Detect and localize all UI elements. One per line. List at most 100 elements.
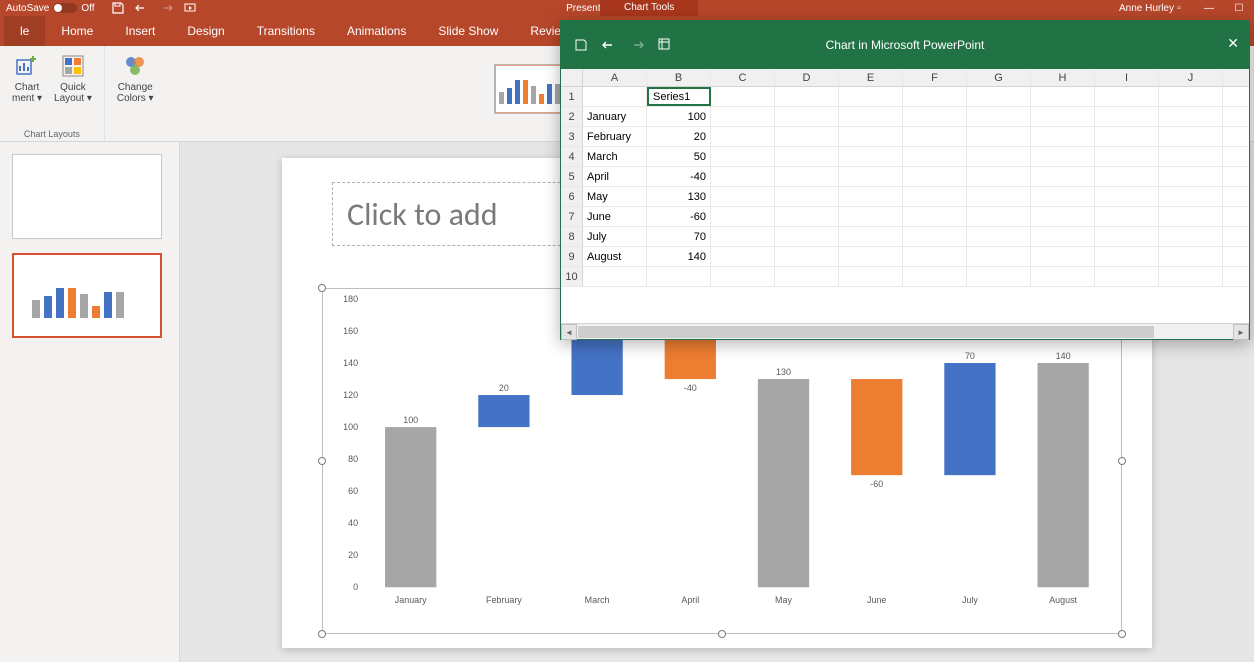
add-chart-element-button[interactable]: Chart ment ▾ [8,50,46,106]
row-header-6[interactable]: 6 [561,187,583,206]
cell-C6[interactable] [711,187,775,206]
autosave-toggle[interactable]: AutoSave Off [0,3,101,14]
cell-A4[interactable]: March [583,147,647,166]
cell-B3[interactable]: 20 [647,127,711,146]
cell-B9[interactable]: 140 [647,247,711,266]
cell-F4[interactable] [903,147,967,166]
cell-B6[interactable]: 130 [647,187,711,206]
cell-H3[interactable] [1031,127,1095,146]
chart-data-window[interactable]: Chart in Microsoft PowerPoint ✕ ABCDEFGH… [560,20,1250,340]
column-header-I[interactable]: I [1095,69,1159,86]
dw-save-icon[interactable] [573,37,589,53]
cell-J2[interactable] [1159,107,1223,126]
cell-B5[interactable]: -40 [647,167,711,186]
cell-D3[interactable] [775,127,839,146]
data-window-titlebar[interactable]: Chart in Microsoft PowerPoint ✕ [561,21,1249,69]
cell-A10[interactable] [583,267,647,286]
maximize-icon[interactable]: ☐ [1224,0,1254,16]
cell-E9[interactable] [839,247,903,266]
chart-tools-contextual-tab[interactable]: Chart Tools [600,0,698,16]
cell-B8[interactable]: 70 [647,227,711,246]
dw-redo-icon[interactable] [629,37,645,53]
cell-I1[interactable] [1095,87,1159,106]
resize-handle-mr[interactable] [1118,457,1126,465]
row-header-9[interactable]: 9 [561,247,583,266]
cell-C3[interactable] [711,127,775,146]
cell-E10[interactable] [839,267,903,286]
cell-G7[interactable] [967,207,1031,226]
column-header-C[interactable]: C [711,69,775,86]
cell-F5[interactable] [903,167,967,186]
cell-D10[interactable] [775,267,839,286]
row-header-2[interactable]: 2 [561,107,583,126]
cell-J8[interactable] [1159,227,1223,246]
cell-H1[interactable] [1031,87,1095,106]
cell-D5[interactable] [775,167,839,186]
cell-H5[interactable] [1031,167,1095,186]
cell-I8[interactable] [1095,227,1159,246]
cell-H2[interactable] [1031,107,1095,126]
cell-A8[interactable]: July [583,227,647,246]
column-header-H[interactable]: H [1031,69,1095,86]
cell-D2[interactable] [775,107,839,126]
cell-I5[interactable] [1095,167,1159,186]
cell-I9[interactable] [1095,247,1159,266]
quick-layout-button[interactable]: Quick Layout ▾ [50,50,96,106]
cell-I3[interactable] [1095,127,1159,146]
cell-J3[interactable] [1159,127,1223,146]
undo-icon[interactable] [135,1,149,15]
tab-le[interactable]: le [4,16,45,46]
cell-E1[interactable] [839,87,903,106]
redo-icon[interactable] [159,1,173,15]
column-header-G[interactable]: G [967,69,1031,86]
cell-G4[interactable] [967,147,1031,166]
cell-E3[interactable] [839,127,903,146]
chart-style-1[interactable] [494,64,564,114]
cell-A6[interactable]: May [583,187,647,206]
scroll-right-icon[interactable]: ► [1233,324,1249,340]
cell-F3[interactable] [903,127,967,146]
cell-F8[interactable] [903,227,967,246]
cell-I7[interactable] [1095,207,1159,226]
cell-G5[interactable] [967,167,1031,186]
cell-C5[interactable] [711,167,775,186]
column-header-F[interactable]: F [903,69,967,86]
row-header-3[interactable]: 3 [561,127,583,146]
scroll-left-icon[interactable]: ◄ [561,324,577,340]
change-colors-button[interactable]: Change Colors ▾ [113,50,158,106]
tab-home[interactable]: Home [45,16,109,46]
tab-design[interactable]: Design [171,16,240,46]
cell-I2[interactable] [1095,107,1159,126]
minimize-icon[interactable]: — [1194,0,1224,16]
resize-handle-bl[interactable] [318,630,326,638]
resize-handle-bm[interactable] [718,630,726,638]
cell-J10[interactable] [1159,267,1223,286]
row-header-4[interactable]: 4 [561,147,583,166]
column-header-J[interactable]: J [1159,69,1223,86]
cell-E5[interactable] [839,167,903,186]
cell-I10[interactable] [1095,267,1159,286]
cell-F7[interactable] [903,207,967,226]
cell-J6[interactable] [1159,187,1223,206]
cell-A7[interactable]: June [583,207,647,226]
dw-edit-data-icon[interactable] [657,37,673,53]
cell-G8[interactable] [967,227,1031,246]
slideshow-icon[interactable] [183,1,197,15]
cell-D7[interactable] [775,207,839,226]
cell-J7[interactable] [1159,207,1223,226]
cell-H7[interactable] [1031,207,1095,226]
column-header-D[interactable]: D [775,69,839,86]
cell-C9[interactable] [711,247,775,266]
tab-slide-show[interactable]: Slide Show [422,16,514,46]
cell-B1[interactable]: Series1 [647,87,711,106]
horizontal-scrollbar[interactable]: ◄ ► [561,323,1249,339]
cell-J9[interactable] [1159,247,1223,266]
cell-I6[interactable] [1095,187,1159,206]
cell-A9[interactable]: August [583,247,647,266]
cell-D6[interactable] [775,187,839,206]
cell-E7[interactable] [839,207,903,226]
close-icon[interactable]: ✕ [1227,35,1239,52]
ribbon-options-icon[interactable]: ▫ [1164,0,1194,16]
cell-G1[interactable] [967,87,1031,106]
row-header-5[interactable]: 5 [561,167,583,186]
